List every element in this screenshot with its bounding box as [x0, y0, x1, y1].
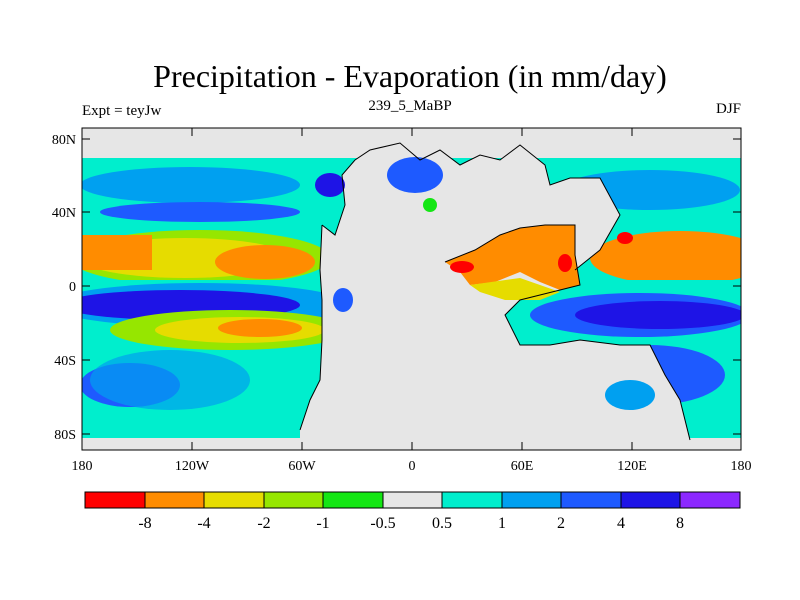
lat-label-0: 0: [69, 280, 76, 295]
land-southern-wet: [605, 380, 655, 410]
colorbar-swatch: [84, 491, 146, 509]
land-green-spot: [423, 198, 437, 212]
lon-label-120e: 120E: [617, 459, 647, 474]
colorbar-label: 8: [676, 515, 684, 532]
land-wet-central: [333, 288, 353, 312]
lat-labels: 80N 40N 0 40S 80S: [52, 133, 76, 443]
lon-axis: [81, 128, 742, 450]
colorbar-label: -2: [257, 515, 270, 532]
coastline: [299, 142, 691, 441]
period-label: 239_5_MaBP: [368, 98, 452, 114]
lat-axis: [82, 138, 741, 435]
field-n-subtrop-dry-west-3: [215, 245, 315, 279]
lon-label-180w: 180: [72, 459, 93, 474]
colorbar-label: 4: [617, 515, 625, 532]
colorbar-label: 2: [557, 515, 565, 532]
lat-label-40n: 40N: [52, 206, 76, 221]
colorbar-swatch: [144, 491, 205, 509]
field-equator-wet-east-strong: [575, 301, 741, 329]
colorbar-swatch: [203, 491, 265, 509]
colorbar-label: 0.5: [432, 515, 452, 532]
colorbar: -8 -4 -2 -1 -0.5 0.5 1 2 4 8: [84, 491, 741, 532]
precip-evap-field: [82, 128, 741, 450]
colorbar-swatch: [501, 491, 562, 509]
colorbar-swatch: [560, 491, 622, 509]
lon-label-60w: 60W: [288, 459, 316, 474]
land-wet-north: [387, 157, 443, 193]
colorbar-swatch: [679, 491, 741, 509]
field-n-subtrop-dry-edge: [82, 235, 152, 270]
lon-label-60e: 60E: [511, 459, 534, 474]
field-s-subtrop-dry-core: [218, 319, 302, 337]
tethys-dry-region: [445, 225, 580, 290]
field-n-subtrop-dry-east: [590, 231, 741, 285]
lon-label-120w: 120W: [175, 459, 210, 474]
colorbar-label: -4: [197, 515, 210, 532]
colorbar-swatch: [382, 491, 443, 509]
lat-label-80s: 80S: [54, 428, 76, 443]
lat-label-80n: 80N: [52, 133, 76, 148]
colorbar-label: -1: [316, 515, 329, 532]
tethys-dry-hotspot-east: [558, 254, 572, 272]
field-north-pacific-wet: [82, 167, 300, 203]
colorbar-label: -0.5: [370, 515, 395, 532]
map-title: Precipitation - Evaporation (in mm/day): [153, 58, 667, 94]
colorbar-label: 1: [498, 515, 506, 532]
lon-label-180e: 180: [731, 459, 752, 474]
lat-label-40s: 40S: [54, 354, 76, 369]
colorbar-swatch: [263, 491, 324, 509]
field-south-pacific-wet-2: [90, 350, 250, 410]
experiment-label: Expt = teyJw: [82, 103, 162, 119]
colorbar-swatch: [620, 491, 681, 509]
tethys-yellow-band: [470, 278, 560, 300]
land-wet-north-2: [315, 173, 345, 197]
lon-labels: 180 120W 60W 0 60E 120E 180: [72, 459, 752, 474]
field-n-subtrop-east-hotspot: [617, 232, 633, 244]
lon-label-0: 0: [409, 459, 416, 474]
colorbar-label: -8: [138, 515, 151, 532]
colorbar-swatch: [322, 491, 384, 509]
season-label: DJF: [715, 101, 741, 117]
colorbar-swatch: [441, 491, 503, 509]
field-north-pacific-wet-2: [100, 202, 300, 222]
tethys-dry-hotspot-west: [450, 261, 474, 273]
